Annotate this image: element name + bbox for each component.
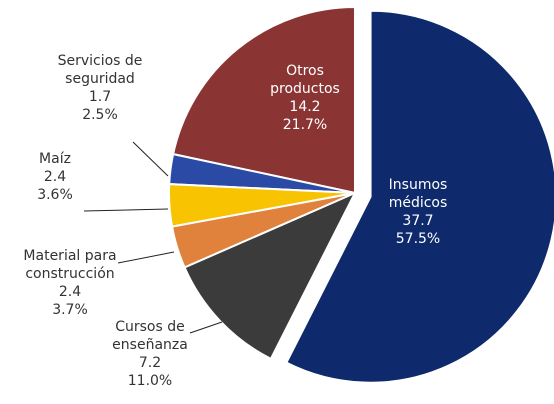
value-label: 1.7: [88, 89, 112, 105]
slice-label: Material para construcción 2.4 3.7%: [14, 247, 126, 319]
leader-line: [132, 141, 169, 177]
category-label: Otros productos: [270, 63, 340, 97]
category-label: Cursos de enseñanza: [112, 319, 188, 353]
value-label: 2.4: [58, 284, 82, 300]
slice-label: Cursos de enseñanza 7.2 11.0%: [100, 318, 200, 390]
percent-label: 2.5%: [82, 107, 118, 123]
value-label: 7.2: [138, 355, 162, 371]
percent-label: 3.7%: [52, 302, 88, 318]
percent-label: 21.7%: [282, 117, 328, 133]
slice-label: Maíz 2.4 3.6%: [25, 150, 85, 204]
pie-slice: [183, 190, 358, 361]
value-label: 37.7: [402, 213, 434, 229]
percent-label: 3.6%: [37, 187, 73, 203]
category-label: Maíz: [39, 151, 71, 167]
slice-label: Otros productos 14.2 21.7%: [260, 62, 350, 134]
leader-line: [189, 321, 223, 334]
percent-label: 57.5%: [395, 231, 441, 247]
pie-slice: [285, 9, 554, 384]
value-label: 2.4: [43, 169, 67, 185]
pie-slice: [171, 5, 356, 195]
percent-label: 11.0%: [127, 373, 173, 389]
category-label: Servicios de seguridad: [57, 53, 143, 87]
slice-label: Insumos médicos 37.7 57.5%: [363, 176, 473, 248]
slice-label: Servicios de seguridad 1.7 2.5%: [50, 52, 150, 124]
leader-line: [83, 208, 169, 212]
category-label: Insumos médicos: [388, 177, 448, 211]
leader-line: [117, 251, 175, 264]
category-label: Material para construcción: [23, 248, 117, 282]
value-label: 14.2: [289, 99, 321, 115]
